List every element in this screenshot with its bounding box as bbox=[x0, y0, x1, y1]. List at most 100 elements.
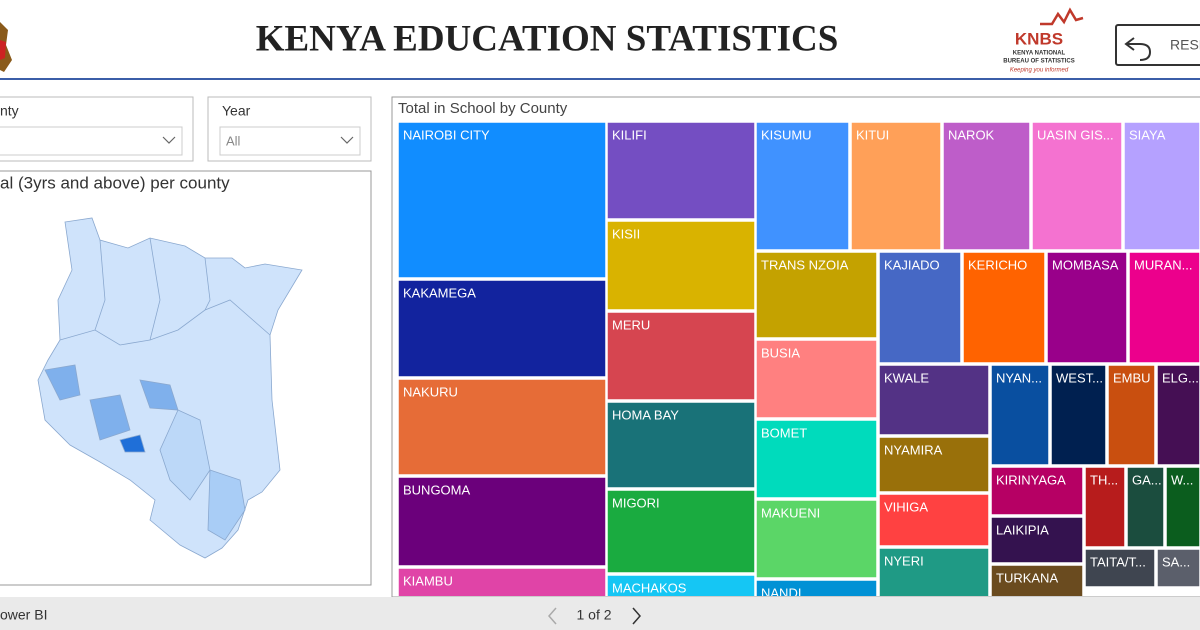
tile-label: BOMET bbox=[761, 425, 807, 440]
treemap-tile: MIGORI bbox=[606, 489, 756, 574]
tile-label: LAIKIPIA bbox=[996, 522, 1049, 537]
reset-label[interactable]: RESE bbox=[1170, 37, 1200, 53]
page-indicator: 1 of 2 bbox=[576, 607, 611, 623]
treemap-tile: NAROK bbox=[942, 122, 1031, 251]
treemap-tile: MACHAKOS bbox=[606, 574, 756, 596]
dropdown[interactable] bbox=[219, 126, 361, 156]
treemap-tile: W... bbox=[1165, 466, 1200, 548]
tile-rect bbox=[878, 364, 990, 436]
tile-rect bbox=[755, 579, 878, 596]
tile-rect bbox=[1165, 466, 1200, 548]
treemap-tile: KISII bbox=[606, 220, 756, 311]
treemap-tile: EMBU bbox=[1107, 364, 1156, 466]
treemap-tile: KITUI bbox=[850, 122, 942, 251]
tile-label: SA... bbox=[1162, 554, 1190, 569]
tile-rect bbox=[990, 364, 1050, 466]
county-slicer[interactable]: nty bbox=[0, 96, 194, 162]
treemap-tile: BUSIA bbox=[755, 339, 878, 419]
tile-rect bbox=[398, 567, 607, 596]
year-slicer[interactable]: Year All bbox=[207, 96, 372, 162]
tile-rect bbox=[1050, 364, 1107, 466]
tile-rect bbox=[755, 499, 878, 579]
tile-rect bbox=[606, 220, 756, 311]
treemap-tile: KILIFI bbox=[606, 122, 756, 220]
tile-label: KAJIADO bbox=[884, 257, 940, 272]
tile-rect bbox=[878, 547, 990, 596]
dropdown[interactable] bbox=[0, 126, 183, 156]
tile-label: NAROK bbox=[948, 127, 995, 142]
tile-label: NYAN... bbox=[996, 370, 1042, 385]
treemap-tile: NAKURU bbox=[398, 378, 607, 476]
reset-button[interactable]: RESE bbox=[1115, 24, 1200, 66]
logo-name: KNBS bbox=[1015, 29, 1063, 48]
tile-label: TAITA/T... bbox=[1090, 554, 1146, 569]
treemap: NAIROBI CITY KAKAMEGA NAKURU BUNGOMA KIAMBU K… bbox=[398, 122, 1200, 596]
treemap-tile: NAIROBI CITY bbox=[398, 122, 607, 279]
tile-label: MIGORI bbox=[612, 495, 660, 510]
treemap-tile: TRANS NZOIA bbox=[755, 251, 878, 339]
tile-label: KWALE bbox=[884, 370, 929, 385]
tile-label: KISUMU bbox=[761, 127, 812, 142]
tile-rect bbox=[1156, 548, 1200, 588]
tile-label: ELG... bbox=[1162, 370, 1199, 385]
tile-label: W... bbox=[1171, 472, 1193, 487]
tile-rect bbox=[1084, 466, 1126, 548]
logo-line: BUREAU OF STATISTICS bbox=[1003, 59, 1074, 65]
tile-rect bbox=[1128, 251, 1200, 364]
treemap-tile: NYAMIRA bbox=[878, 436, 990, 493]
tile-rect bbox=[990, 466, 1084, 516]
logo-line: KENYA NATIONAL bbox=[1013, 51, 1066, 57]
treemap-tile: KWALE bbox=[878, 364, 990, 436]
tile-label: MACHAKOS bbox=[612, 580, 687, 595]
tile-label: UASIN GIS... bbox=[1037, 127, 1114, 142]
treemap-tile: MERU bbox=[606, 311, 756, 401]
tile-rect bbox=[606, 489, 756, 574]
tile-label: KILIFI bbox=[612, 127, 647, 142]
tile-rect bbox=[1107, 364, 1156, 466]
tile-rect bbox=[1031, 122, 1123, 251]
tile-label: MAKUENI bbox=[761, 505, 820, 520]
tile-rect bbox=[1123, 122, 1200, 251]
knbs-logo: KNBS KENYA NATIONAL BUREAU OF STATISTICS… bbox=[1003, 7, 1084, 74]
treemap-tile: KIRINYAGA bbox=[990, 466, 1084, 516]
slicer-label: nty bbox=[0, 103, 19, 119]
tile-label: KERICHO bbox=[968, 257, 1027, 272]
footer-brand: ower BI bbox=[0, 607, 47, 623]
tile-rect bbox=[398, 378, 607, 476]
tile-rect bbox=[962, 251, 1046, 364]
treemap-tile: TH... bbox=[1084, 466, 1126, 548]
tile-label: KITUI bbox=[856, 127, 889, 142]
next-page[interactable] bbox=[632, 607, 641, 625]
tile-rect bbox=[850, 122, 942, 251]
tile-rect bbox=[878, 251, 962, 364]
logo-tagline: Keeping you informed bbox=[1010, 68, 1069, 74]
treemap-tile: MURAN... bbox=[1128, 251, 1200, 364]
treemap-tile: NYERI bbox=[878, 547, 990, 596]
tile-label: SIAYA bbox=[1129, 127, 1166, 142]
treemap-tile: SIAYA bbox=[1123, 122, 1200, 251]
treemap-tile: TAITA/T... bbox=[1084, 548, 1156, 588]
tile-label: MOMBASA bbox=[1052, 257, 1119, 272]
emblem bbox=[0, 22, 12, 72]
tile-label: EMBU bbox=[1113, 370, 1151, 385]
tile-rect bbox=[755, 419, 878, 499]
treemap-tile: GA... bbox=[1126, 466, 1165, 548]
slicer-label: Year bbox=[222, 103, 251, 119]
tile-label: KAKAMEGA bbox=[403, 285, 476, 300]
treemap-tile: KERICHO bbox=[962, 251, 1046, 364]
treemap-tile: BUNGOMA bbox=[398, 476, 607, 567]
tile-label: VIHIGA bbox=[884, 499, 928, 514]
treemap-tile: UASIN GIS... bbox=[1031, 122, 1123, 251]
tile-rect bbox=[942, 122, 1031, 251]
tile-label: TRANS NZOIA bbox=[761, 257, 849, 272]
tile-rect bbox=[1126, 466, 1165, 548]
kenya-map bbox=[37, 217, 303, 559]
tile-label: NYERI bbox=[884, 553, 924, 568]
prev-page[interactable] bbox=[548, 607, 557, 625]
tile-label: KIRINYAGA bbox=[996, 472, 1066, 487]
tile-rect bbox=[1156, 364, 1200, 466]
tile-rect bbox=[990, 516, 1084, 564]
tile-rect bbox=[606, 574, 756, 596]
tile-rect bbox=[606, 311, 756, 401]
